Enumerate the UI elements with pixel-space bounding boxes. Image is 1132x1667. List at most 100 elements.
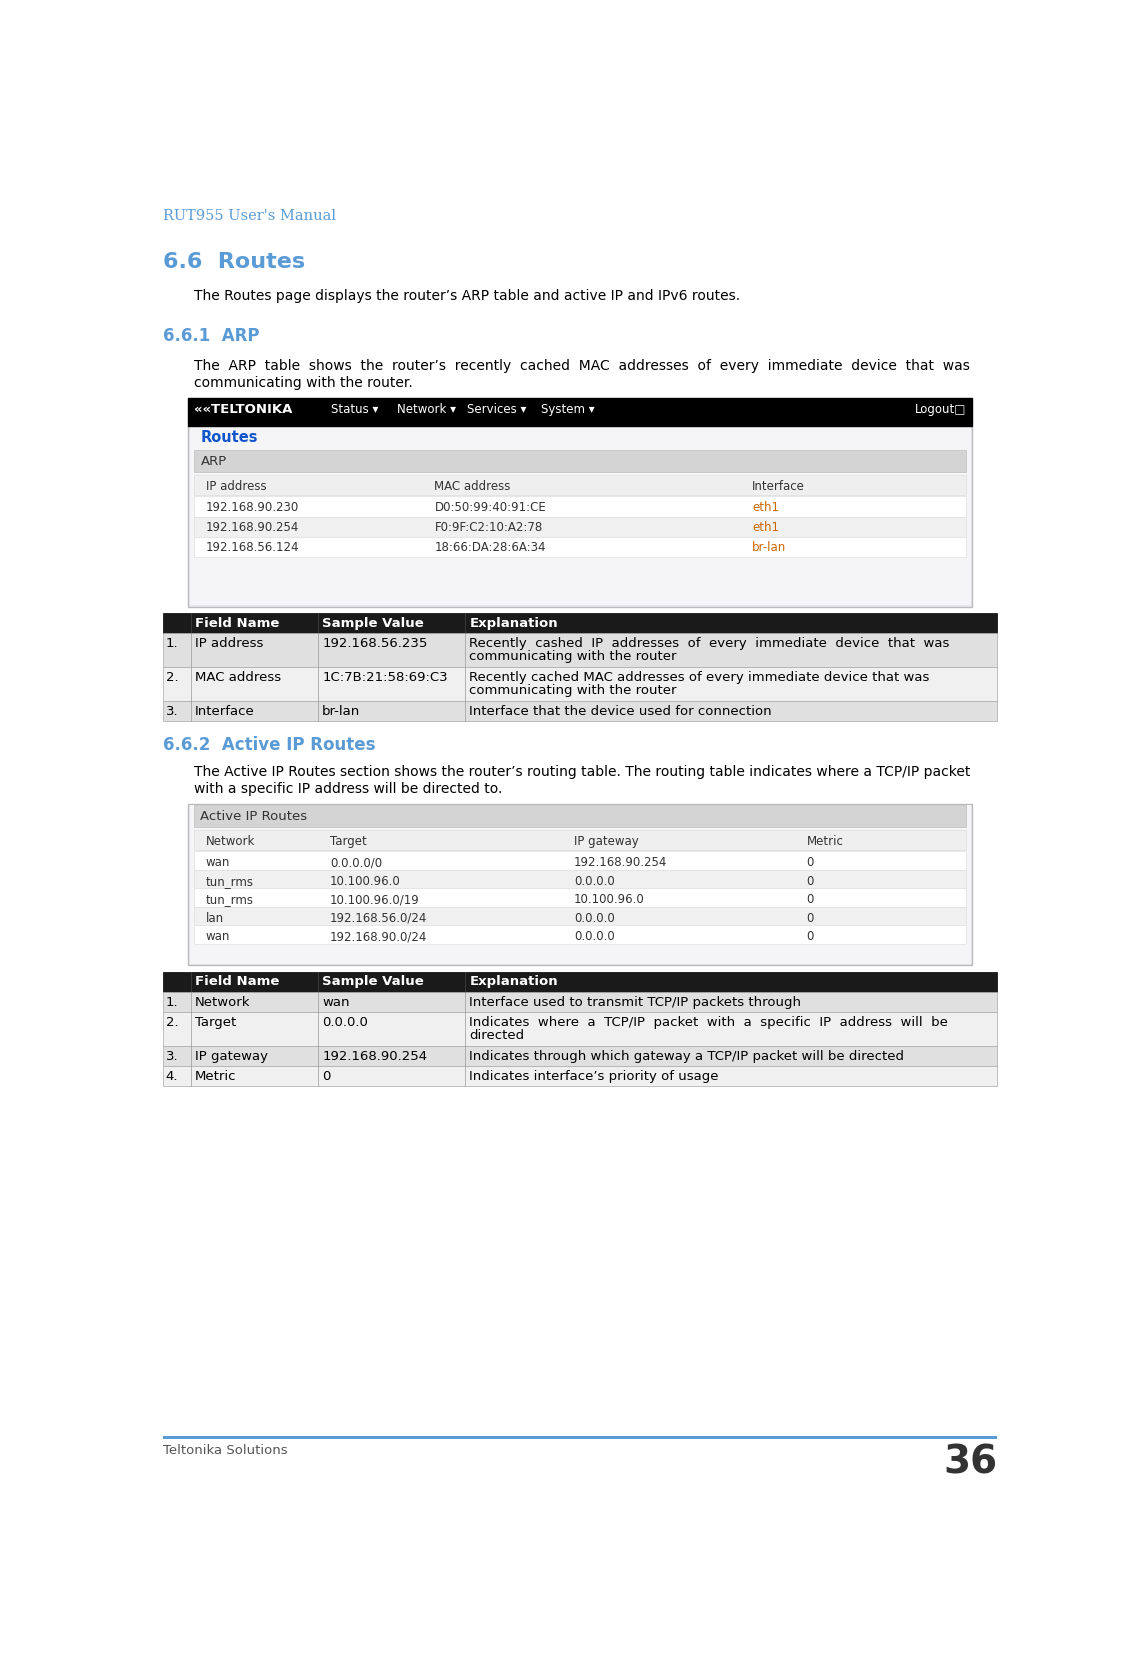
- Text: 18:66:DA:28:6A:34: 18:66:DA:28:6A:34: [435, 542, 546, 553]
- Text: 10.100.96.0: 10.100.96.0: [574, 894, 645, 907]
- Text: Indicates  where  a  TCP/IP  packet  with  a  specific  IP  address  will  be: Indicates where a TCP/IP packet with a s…: [470, 1017, 949, 1029]
- Text: tun_rms: tun_rms: [206, 875, 254, 887]
- Bar: [195, 830, 966, 850]
- Text: 0.0.0.0: 0.0.0.0: [574, 875, 615, 887]
- Text: 6.6  Routes: 6.6 Routes: [163, 252, 306, 272]
- Text: wan: wan: [206, 857, 230, 869]
- Bar: [188, 398, 972, 425]
- Text: MAC address: MAC address: [435, 480, 511, 492]
- Text: communicating with the router: communicating with the router: [470, 650, 677, 663]
- Bar: [163, 667, 997, 700]
- Bar: [163, 613, 997, 633]
- Bar: [188, 425, 972, 607]
- Text: 192.168.56.0/24: 192.168.56.0/24: [329, 912, 427, 925]
- Bar: [163, 1435, 997, 1439]
- Bar: [195, 925, 966, 944]
- Bar: [163, 992, 997, 1012]
- Bar: [163, 1012, 997, 1045]
- Bar: [163, 1045, 997, 1065]
- Text: wan: wan: [323, 997, 350, 1009]
- Text: 192.168.90.254: 192.168.90.254: [574, 857, 668, 869]
- Text: Network: Network: [195, 997, 250, 1009]
- Text: 0: 0: [806, 894, 814, 907]
- Bar: [195, 870, 966, 889]
- Text: 0: 0: [806, 912, 814, 925]
- Text: Teltonika Solutions: Teltonika Solutions: [163, 1444, 288, 1457]
- Text: Explanation: Explanation: [470, 975, 558, 989]
- Text: 192.168.90.230: 192.168.90.230: [206, 502, 299, 513]
- Text: 6.6.1  ARP: 6.6.1 ARP: [163, 327, 259, 345]
- Text: 1C:7B:21:58:69:C3: 1C:7B:21:58:69:C3: [323, 672, 447, 683]
- Text: Target: Target: [195, 1017, 237, 1029]
- Bar: [195, 805, 966, 827]
- Text: Network ▾: Network ▾: [397, 403, 456, 417]
- Text: Field Name: Field Name: [195, 975, 280, 989]
- Text: Sample Value: Sample Value: [323, 617, 423, 630]
- Text: Field Name: Field Name: [195, 617, 280, 630]
- Text: Interface: Interface: [195, 705, 255, 718]
- Text: Indicates interface’s priority of usage: Indicates interface’s priority of usage: [470, 1070, 719, 1084]
- Text: lan: lan: [206, 912, 224, 925]
- Text: eth1: eth1: [752, 502, 779, 513]
- Text: F0:9F:C2:10:A2:78: F0:9F:C2:10:A2:78: [435, 522, 542, 533]
- Text: 36: 36: [943, 1444, 997, 1482]
- Text: 0: 0: [323, 1070, 331, 1084]
- Text: ARP: ARP: [200, 455, 226, 468]
- Text: 0.0.0.0: 0.0.0.0: [574, 912, 615, 925]
- Text: 4.: 4.: [165, 1070, 178, 1084]
- Text: 10.100.96.0: 10.100.96.0: [329, 875, 401, 887]
- Bar: [189, 427, 971, 605]
- Text: tun_rms: tun_rms: [206, 894, 254, 907]
- Bar: [195, 907, 966, 925]
- Text: Indicates through which gateway a TCP/IP packet will be directed: Indicates through which gateway a TCP/IP…: [470, 1050, 904, 1064]
- Text: Network: Network: [206, 835, 255, 847]
- Bar: [195, 475, 966, 495]
- Text: 192.168.90.254: 192.168.90.254: [323, 1050, 427, 1064]
- Text: IP address: IP address: [206, 480, 266, 492]
- Text: 1.: 1.: [165, 637, 178, 650]
- Bar: [163, 633, 997, 667]
- Text: with a specific IP address will be directed to.: with a specific IP address will be direc…: [195, 782, 503, 797]
- Text: 2.: 2.: [165, 1017, 178, 1029]
- Text: D0:50:99:40:91:CE: D0:50:99:40:91:CE: [435, 502, 547, 513]
- Text: Status ▾: Status ▾: [332, 403, 379, 417]
- Text: ««TELTONIKA: ««TELTONIKA: [195, 402, 292, 415]
- Text: wan: wan: [206, 930, 230, 944]
- Bar: [188, 398, 312, 425]
- Text: Target: Target: [329, 835, 367, 847]
- Text: The Active IP Routes section shows the router’s routing table. The routing table: The Active IP Routes section shows the r…: [195, 765, 970, 778]
- Text: 0: 0: [806, 875, 814, 887]
- Text: IP address: IP address: [195, 637, 264, 650]
- Bar: [163, 972, 997, 992]
- Text: Sample Value: Sample Value: [323, 975, 423, 989]
- Text: 192.168.56.235: 192.168.56.235: [323, 637, 428, 650]
- Text: 0.0.0.0: 0.0.0.0: [574, 930, 615, 944]
- Text: MAC address: MAC address: [195, 672, 281, 683]
- Text: 6.6.2  Active IP Routes: 6.6.2 Active IP Routes: [163, 735, 376, 753]
- Text: IP gateway: IP gateway: [574, 835, 638, 847]
- Bar: [163, 1065, 997, 1085]
- Text: IP gateway: IP gateway: [195, 1050, 268, 1064]
- Text: Routes: Routes: [200, 430, 258, 445]
- Text: communicating with the router.: communicating with the router.: [195, 377, 413, 390]
- Text: 3.: 3.: [165, 705, 178, 718]
- Text: 10.100.96.0/19: 10.100.96.0/19: [329, 894, 420, 907]
- Bar: [195, 537, 966, 557]
- Text: Metric: Metric: [806, 835, 843, 847]
- Text: 1.: 1.: [165, 997, 178, 1009]
- Text: Metric: Metric: [195, 1070, 237, 1084]
- Text: Explanation: Explanation: [470, 617, 558, 630]
- Bar: [195, 450, 966, 472]
- Text: The  ARP  table  shows  the  router’s  recently  cached  MAC  addresses  of  eve: The ARP table shows the router’s recentl…: [195, 360, 970, 373]
- Text: The Routes page displays the router’s ARP table and active IP and IPv6 routes.: The Routes page displays the router’s AR…: [195, 288, 740, 303]
- Text: Recently  cashed  IP  addresses  of  every  immediate  device  that  was: Recently cashed IP addresses of every im…: [470, 637, 950, 650]
- Text: 0.0.0.0/0: 0.0.0.0/0: [329, 857, 381, 869]
- Bar: [195, 517, 966, 537]
- Text: directed: directed: [470, 1029, 524, 1042]
- Text: 192.168.56.124: 192.168.56.124: [206, 542, 299, 553]
- Text: 3.: 3.: [165, 1050, 178, 1064]
- Text: eth1: eth1: [752, 522, 779, 533]
- Text: Interface that the device used for connection: Interface that the device used for conne…: [470, 705, 772, 718]
- Text: Services ▾: Services ▾: [468, 403, 526, 417]
- Bar: [163, 700, 997, 720]
